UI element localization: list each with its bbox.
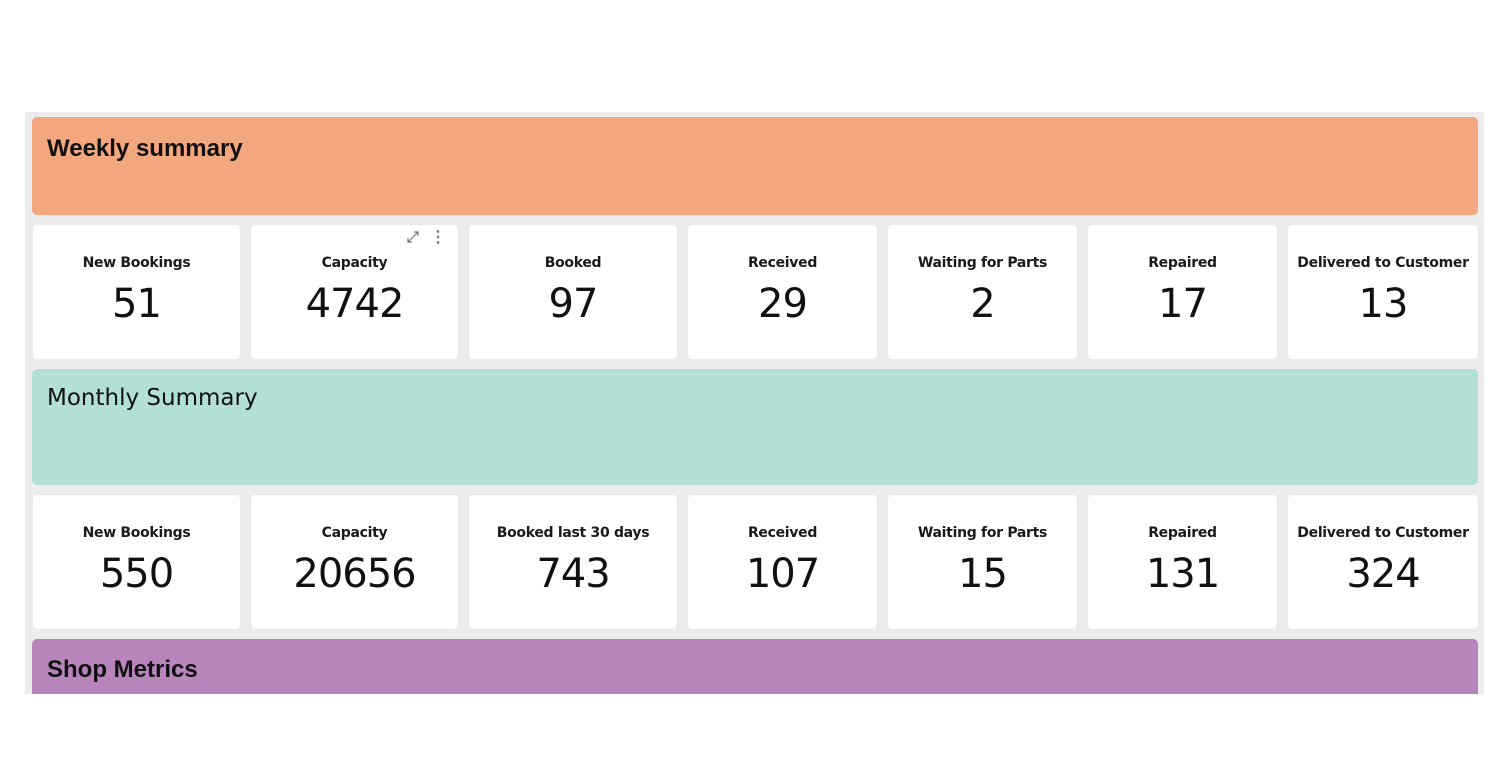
weekly-card-booked[interactable]: Booked 97 [469,225,677,359]
card-label: Repaired [1148,525,1217,541]
monthly-card-capacity[interactable]: Capacity 20656 [251,495,458,629]
card-label: Booked last 30 days [496,525,650,541]
card-label: Waiting for Parts [917,525,1048,541]
card-value: 2 [970,281,995,327]
shop-metrics-banner: Shop Metrics [32,639,1478,694]
weekly-card-delivered-to-customer[interactable]: Delivered to Customer 13 [1288,225,1478,359]
card-label: Delivered to Customer [1297,255,1469,271]
weekly-card-new-bookings[interactable]: New Bookings 51 [33,225,240,359]
card-value: 29 [758,281,808,327]
card-value: 4742 [305,281,405,327]
card-value: 51 [112,281,162,327]
weekly-summary-title: Weekly summary [47,135,243,162]
card-value: 17 [1158,281,1208,327]
shop-metrics-title: Shop Metrics [47,656,198,683]
weekly-card-waiting-for-parts[interactable]: Waiting for Parts 2 [888,225,1077,359]
card-label: Booked [544,255,602,271]
monthly-card-received[interactable]: Received 107 [688,495,877,629]
card-value: 13 [1358,281,1409,327]
card-label: New Bookings [82,525,191,541]
card-label: Repaired [1148,255,1217,271]
card-value: 97 [548,281,599,327]
weekly-summary-banner: Weekly summary [32,117,1478,215]
card-label: Received [747,255,818,271]
card-value: 107 [745,551,820,597]
card-label: Delivered to Customer [1297,525,1469,541]
weekly-card-received[interactable]: Received 29 [688,225,877,359]
card-label: Capacity [321,255,388,271]
card-label: New Bookings [82,255,191,271]
card-label: Received [747,525,818,541]
monthly-card-delivered-to-customer[interactable]: Delivered to Customer 324 [1288,495,1478,629]
card-value: 550 [99,551,174,597]
expand-icon[interactable] [406,230,420,246]
card-value: 324 [1346,551,1420,597]
card-value: 15 [958,551,1008,597]
monthly-card-waiting-for-parts[interactable]: Waiting for Parts 15 [888,495,1077,629]
weekly-card-capacity[interactable]: ⋮ Capacity 4742 [251,225,458,359]
card-label: Waiting for Parts [917,255,1048,271]
card-value: 743 [536,551,610,597]
monthly-card-new-bookings[interactable]: New Bookings 550 [33,495,240,629]
monthly-card-repaired[interactable]: Repaired 131 [1088,495,1277,629]
weekly-card-repaired[interactable]: Repaired 17 [1088,225,1277,359]
monthly-card-booked-last-30-days[interactable]: Booked last 30 days 743 [469,495,677,629]
card-label: Capacity [321,525,388,541]
card-value: 131 [1145,551,1220,597]
card-value: 20656 [293,551,416,597]
more-vertical-icon[interactable]: ⋮ [430,229,446,246]
dashboard: Weekly summary New Bookings 51 ⋮ Capacit… [25,112,1484,694]
card-tools: ⋮ [406,230,446,246]
monthly-summary-banner: Monthly Summary [32,369,1478,485]
monthly-summary-title: Monthly Summary [47,385,258,411]
